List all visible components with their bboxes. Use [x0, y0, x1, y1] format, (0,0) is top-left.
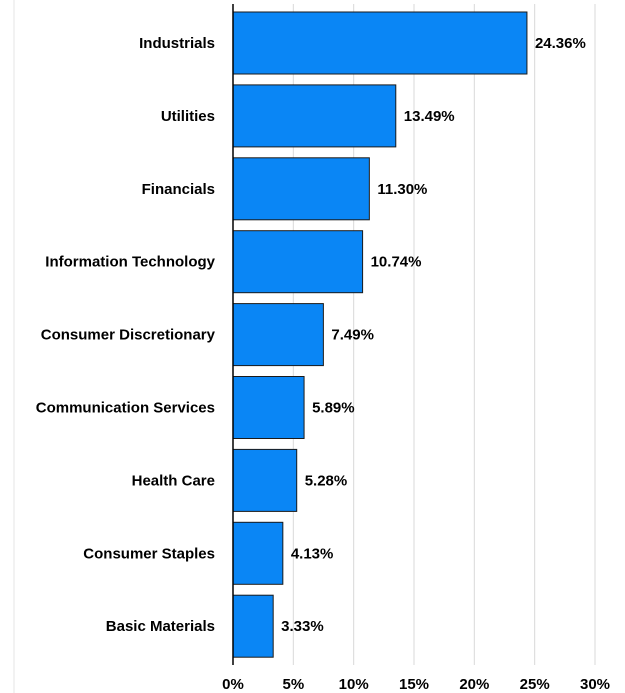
bar	[232, 84, 397, 148]
bar	[232, 230, 364, 294]
category-label: Financials	[142, 181, 215, 198]
bar	[232, 448, 298, 512]
bar	[232, 594, 274, 658]
x-tick-labels: 0% 5% 10% 15% 20% 25% 30%	[222, 676, 610, 693]
category-label: Utilities	[161, 108, 215, 125]
bar	[232, 11, 528, 75]
x-tick-label: 15%	[399, 676, 429, 693]
bar	[232, 521, 284, 585]
data-label: 4.13%	[291, 545, 334, 562]
category-label: Industrials	[139, 35, 215, 52]
category-label: Communication Services	[36, 400, 215, 417]
category-label: Health Care	[132, 472, 215, 489]
category-label: Consumer Discretionary	[41, 327, 216, 344]
category-label: Basic Materials	[106, 618, 215, 635]
x-tick-label: 10%	[339, 676, 369, 693]
x-tick-label: 0%	[222, 676, 244, 693]
data-label: 10.74%	[371, 254, 422, 271]
x-tick-label: 30%	[580, 676, 610, 693]
bar	[232, 303, 324, 367]
x-tick-label: 25%	[520, 676, 550, 693]
value-labels: 24.36% 13.49% 11.30% 10.74% 7.49% 5.89% 5.28% 4…	[281, 35, 586, 635]
data-label: 11.30%	[377, 181, 427, 198]
bar	[232, 157, 370, 221]
data-label: 3.33%	[281, 618, 324, 635]
data-label: 5.28%	[305, 472, 348, 489]
data-label: 24.36%	[535, 35, 586, 52]
bars	[232, 11, 528, 658]
data-label: 5.89%	[312, 400, 355, 417]
category-labels: Industrials Utilities Financials Informatio…	[36, 35, 216, 635]
data-label: 7.49%	[331, 327, 374, 344]
bar	[232, 376, 305, 439]
data-label: 13.49%	[404, 108, 455, 125]
x-tick-label: 20%	[459, 676, 489, 693]
category-label: Consumer Staples	[83, 545, 215, 562]
category-label: Information Technology	[45, 254, 215, 271]
x-tick-label: 5%	[282, 676, 304, 693]
